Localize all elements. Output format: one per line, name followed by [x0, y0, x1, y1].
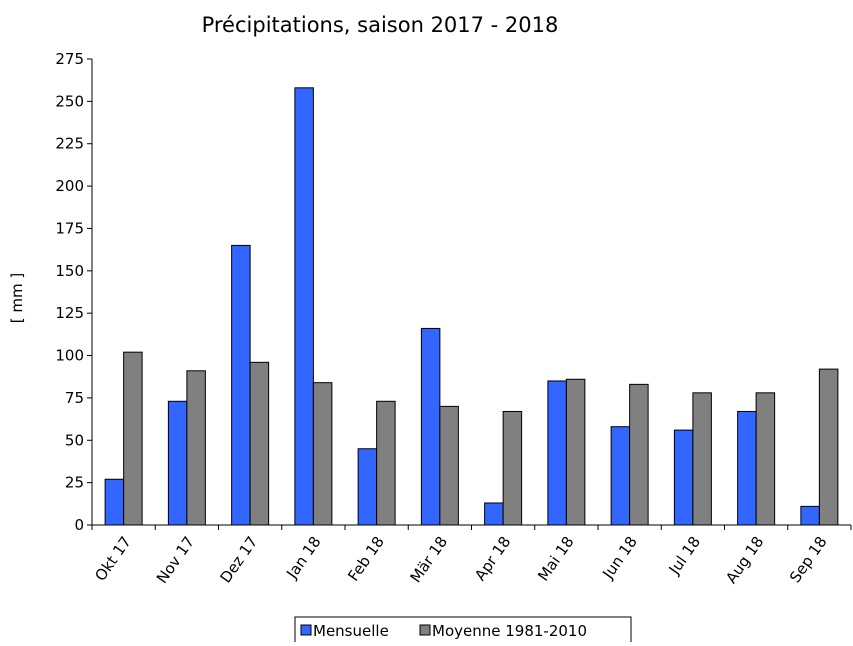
x-tick-label: Apr 18: [471, 533, 514, 584]
y-tick-label: 75: [65, 389, 84, 407]
y-tick-label: 100: [55, 347, 84, 365]
y-tick-label: 0: [74, 516, 84, 534]
bar-moyenne: [439, 405, 459, 526]
y-tick-label: 250: [55, 92, 84, 110]
bar-moyenne: [629, 383, 649, 526]
bar-moyenne: [692, 392, 712, 526]
x-tick-label: Mär 18: [406, 533, 451, 586]
bar-moyenne: [186, 370, 206, 526]
bar-mensuelle: [673, 429, 694, 526]
x-tick-label: Jan 18: [282, 533, 324, 583]
x-tick-label: Dez 17: [217, 533, 262, 586]
bar-mensuelle: [547, 380, 567, 526]
legend: Mensuelle Moyenne 1981-2010: [294, 616, 632, 644]
bar-mensuelle: [800, 505, 820, 526]
y-tick-label: 125: [55, 304, 84, 322]
plot-area: 0 25 50 75 100 125 150 175 200 225 250 275 Okt 17 Nov…: [55, 50, 852, 587]
y-tick-label: 225: [55, 135, 84, 153]
bar-mensuelle: [420, 327, 441, 526]
x-tick-label: Aug 18: [722, 533, 767, 587]
x-tick-label: Nov 17: [153, 533, 198, 587]
bar-moyenne: [376, 400, 396, 526]
legend-label-moyenne: Moyenne 1981-2010: [432, 622, 587, 640]
y-tick-label: 50: [65, 431, 84, 449]
y-tick-label: 150: [55, 262, 84, 280]
chart-title: Précipitations, saison 2017 - 2018: [202, 13, 559, 37]
bar-mensuelle: [737, 410, 757, 526]
bar-moyenne: [249, 361, 270, 526]
bar-mensuelle: [294, 87, 314, 526]
x-tick-label: Okt 17: [91, 533, 135, 584]
y-tick-label: 175: [55, 219, 84, 237]
y-tick-label: 275: [55, 50, 84, 68]
bar-mensuelle: [104, 478, 125, 526]
bar-mensuelle: [610, 426, 631, 526]
x-tick-label: Sep 18: [786, 533, 831, 586]
bar-mensuelle: [484, 502, 504, 526]
bar-mensuelle: [167, 400, 188, 526]
y-tick-label: 200: [55, 177, 84, 195]
legend-swatch-mensuelle: [300, 624, 312, 636]
legend-box: [294, 616, 632, 644]
bar-moyenne: [502, 410, 523, 526]
legend-swatch-moyenne: [419, 624, 431, 636]
y-axis-label: [ mm ]: [8, 273, 26, 323]
bar-mensuelle: [231, 244, 251, 526]
bar-moyenne: [818, 368, 839, 526]
y-tick-label: 25: [65, 474, 84, 492]
bar-moyenne: [565, 378, 586, 526]
legend-label-mensuelle: Mensuelle: [313, 622, 389, 640]
x-tick-label: Jul 18: [665, 533, 704, 579]
x-tick-label: Feb 18: [344, 533, 388, 585]
x-tick-label: Mai 18: [534, 533, 578, 584]
bar-moyenne: [123, 351, 143, 526]
bar-moyenne: [755, 392, 776, 526]
bar-mensuelle: [357, 448, 378, 526]
x-tick-label: Jun 18: [598, 533, 640, 583]
bar-moyenne: [312, 382, 333, 526]
